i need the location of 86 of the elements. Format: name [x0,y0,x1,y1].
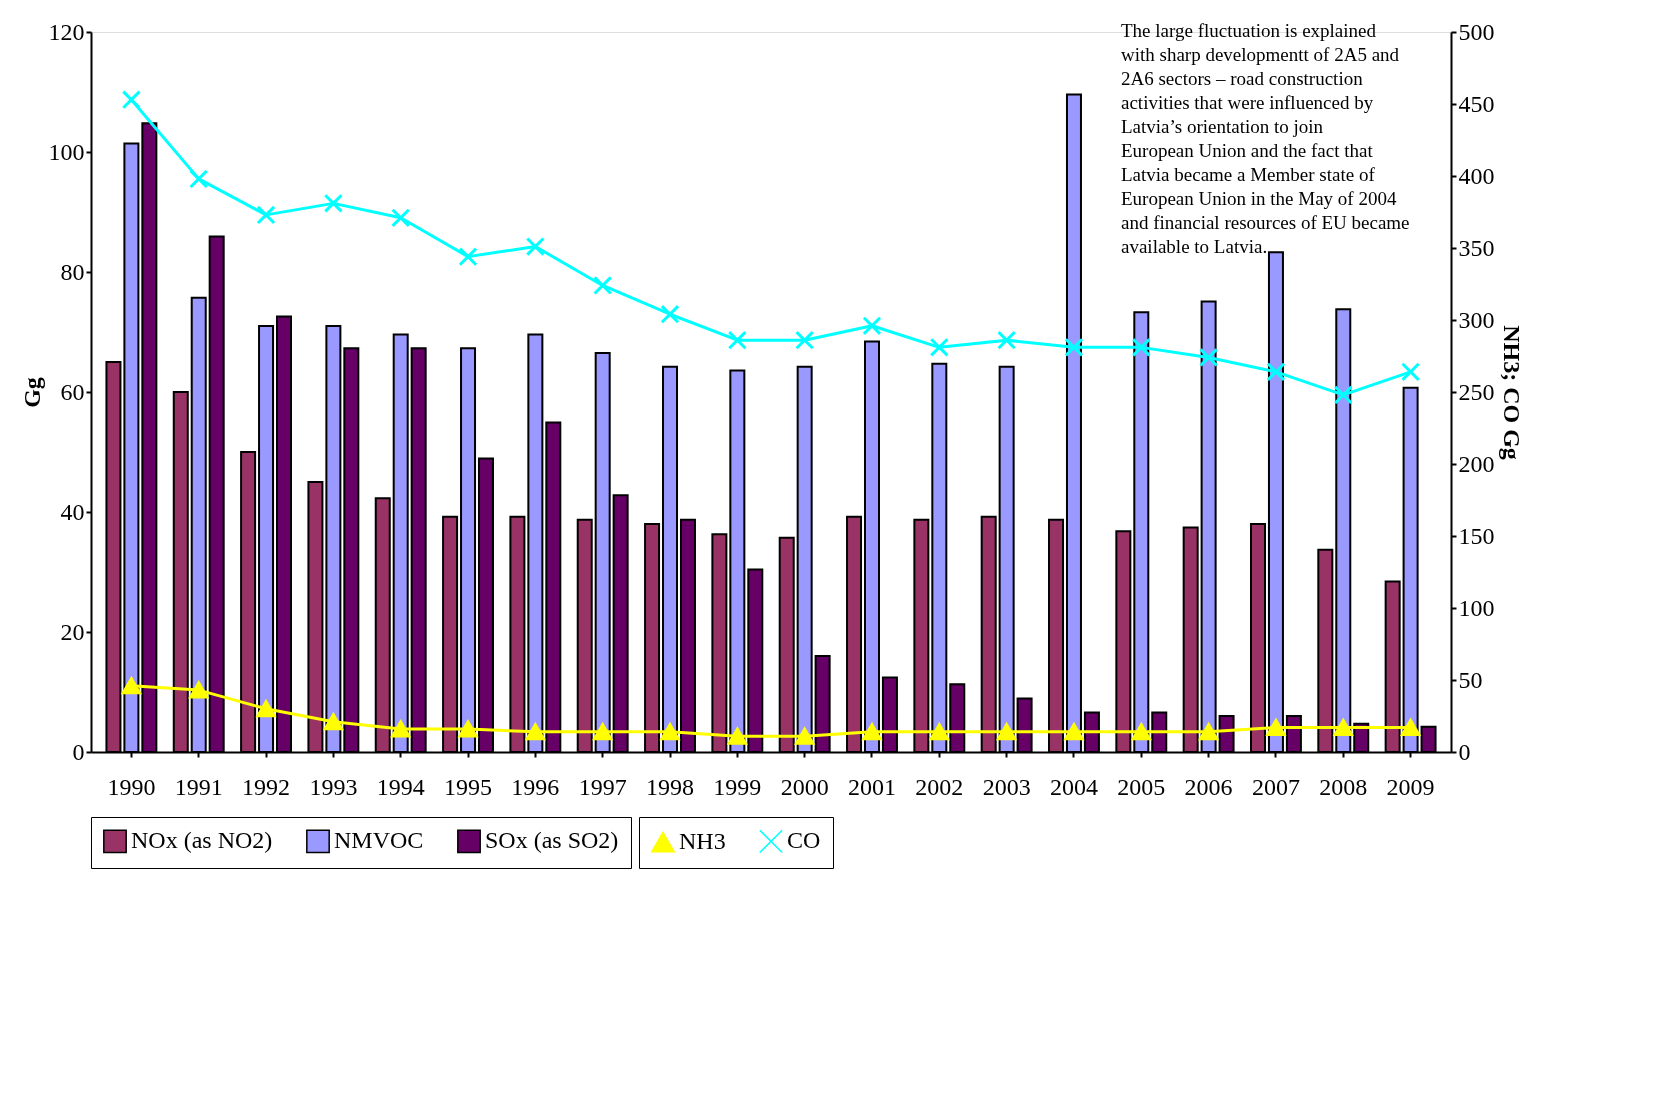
x-tick-label: 1998 [646,773,695,800]
point [862,723,882,741]
point [458,247,478,267]
point [1199,347,1219,367]
point [1401,362,1421,382]
y2-tick-label: 300 [1458,306,1495,333]
point [593,723,613,741]
y2-tick-label: 500 [1458,18,1495,45]
point [323,713,343,731]
point [525,723,545,741]
point [121,90,141,110]
point [1266,719,1286,736]
point [1064,723,1084,741]
point [256,205,276,225]
y2-tick-label: 0 [1458,738,1471,765]
y-axis-title: Gg [18,377,45,408]
y-tick-label: 120 [48,18,85,45]
x-tick-label: 1999 [713,773,762,800]
x-tick-label: 1993 [309,773,358,800]
y2-tick-label: 250 [1458,378,1495,405]
point [727,727,747,745]
point [997,330,1017,350]
x-tick-label: 2006 [1184,773,1233,800]
x-tick-label: 2008 [1319,773,1368,800]
y2-tick-label: 100 [1458,594,1495,621]
x-tick-label: 1997 [578,773,627,800]
point [1131,337,1151,357]
point [1401,719,1421,736]
y2-tick-label: 400 [1458,162,1495,189]
x-tick-label: 2000 [780,773,829,800]
x-tick-label: 2002 [915,773,964,800]
point [660,304,680,324]
y-tick-label: 40 [60,498,85,525]
y2-tick-label: 150 [1458,522,1495,549]
x-tick-label: 2001 [847,773,896,800]
legend-label: SOx (as SO2) [485,827,619,854]
x-tick-label: 2004 [1049,773,1098,800]
point [391,720,411,738]
y-tick-label: 60 [60,378,85,405]
y-tick-label: 100 [48,138,85,165]
y-tick-label: 0 [72,738,85,765]
x-tick-label: 1996 [511,773,560,800]
x-tick-label: 2009 [1386,773,1435,800]
x-tick-label: 2005 [1117,773,1166,800]
x-tick-label: 1991 [174,773,223,800]
point [862,316,882,336]
point [929,337,949,357]
x-tick-label: 1994 [376,773,425,800]
x-tick-label: 1995 [444,773,493,800]
y-tick-label: 80 [60,258,85,285]
point [525,237,545,257]
y-tick-label: 20 [60,618,85,645]
y2-tick-label: 50 [1458,666,1483,693]
point [1333,385,1353,405]
legend-label: CO [787,827,821,854]
legend-label: NH3 [679,828,726,855]
point [997,723,1017,741]
point [795,727,815,745]
text: The large fluctuation is explained with sharp developmentt of 2A5 and 2A6 sectors – road construction activities that were influenced by Latvia’s orientation to join European Union and the fact that Latvia became a Member state of European Union in the May of 2004 and financial resources of EU became available to Latvia. [1121,20,1410,257]
point [727,330,747,350]
point [593,275,613,295]
point [1266,362,1286,382]
point [929,723,949,741]
legend-label: NMVOC [334,827,424,854]
y2-tick-label: 200 [1458,450,1495,477]
point [121,677,141,695]
point [660,723,680,741]
y2-tick-label: 450 [1458,90,1495,117]
point [189,169,209,189]
x-tick-label: 1992 [242,773,291,800]
y2-axis-title: NH3; CO Gg [1498,325,1525,460]
legend-label: NOx (as NO2) [131,827,273,854]
x-tick-label: 1990 [107,773,156,800]
point [1333,719,1353,736]
y2-tick-label: 350 [1458,234,1495,261]
point [189,681,209,699]
point [256,700,276,718]
x-tick-label: 2007 [1251,773,1300,800]
point [1131,723,1151,741]
point [458,720,478,738]
point [1064,337,1084,357]
point [391,208,411,228]
point [1199,723,1219,741]
point [795,330,815,350]
point [323,193,343,213]
x-tick-label: 2003 [982,773,1031,800]
